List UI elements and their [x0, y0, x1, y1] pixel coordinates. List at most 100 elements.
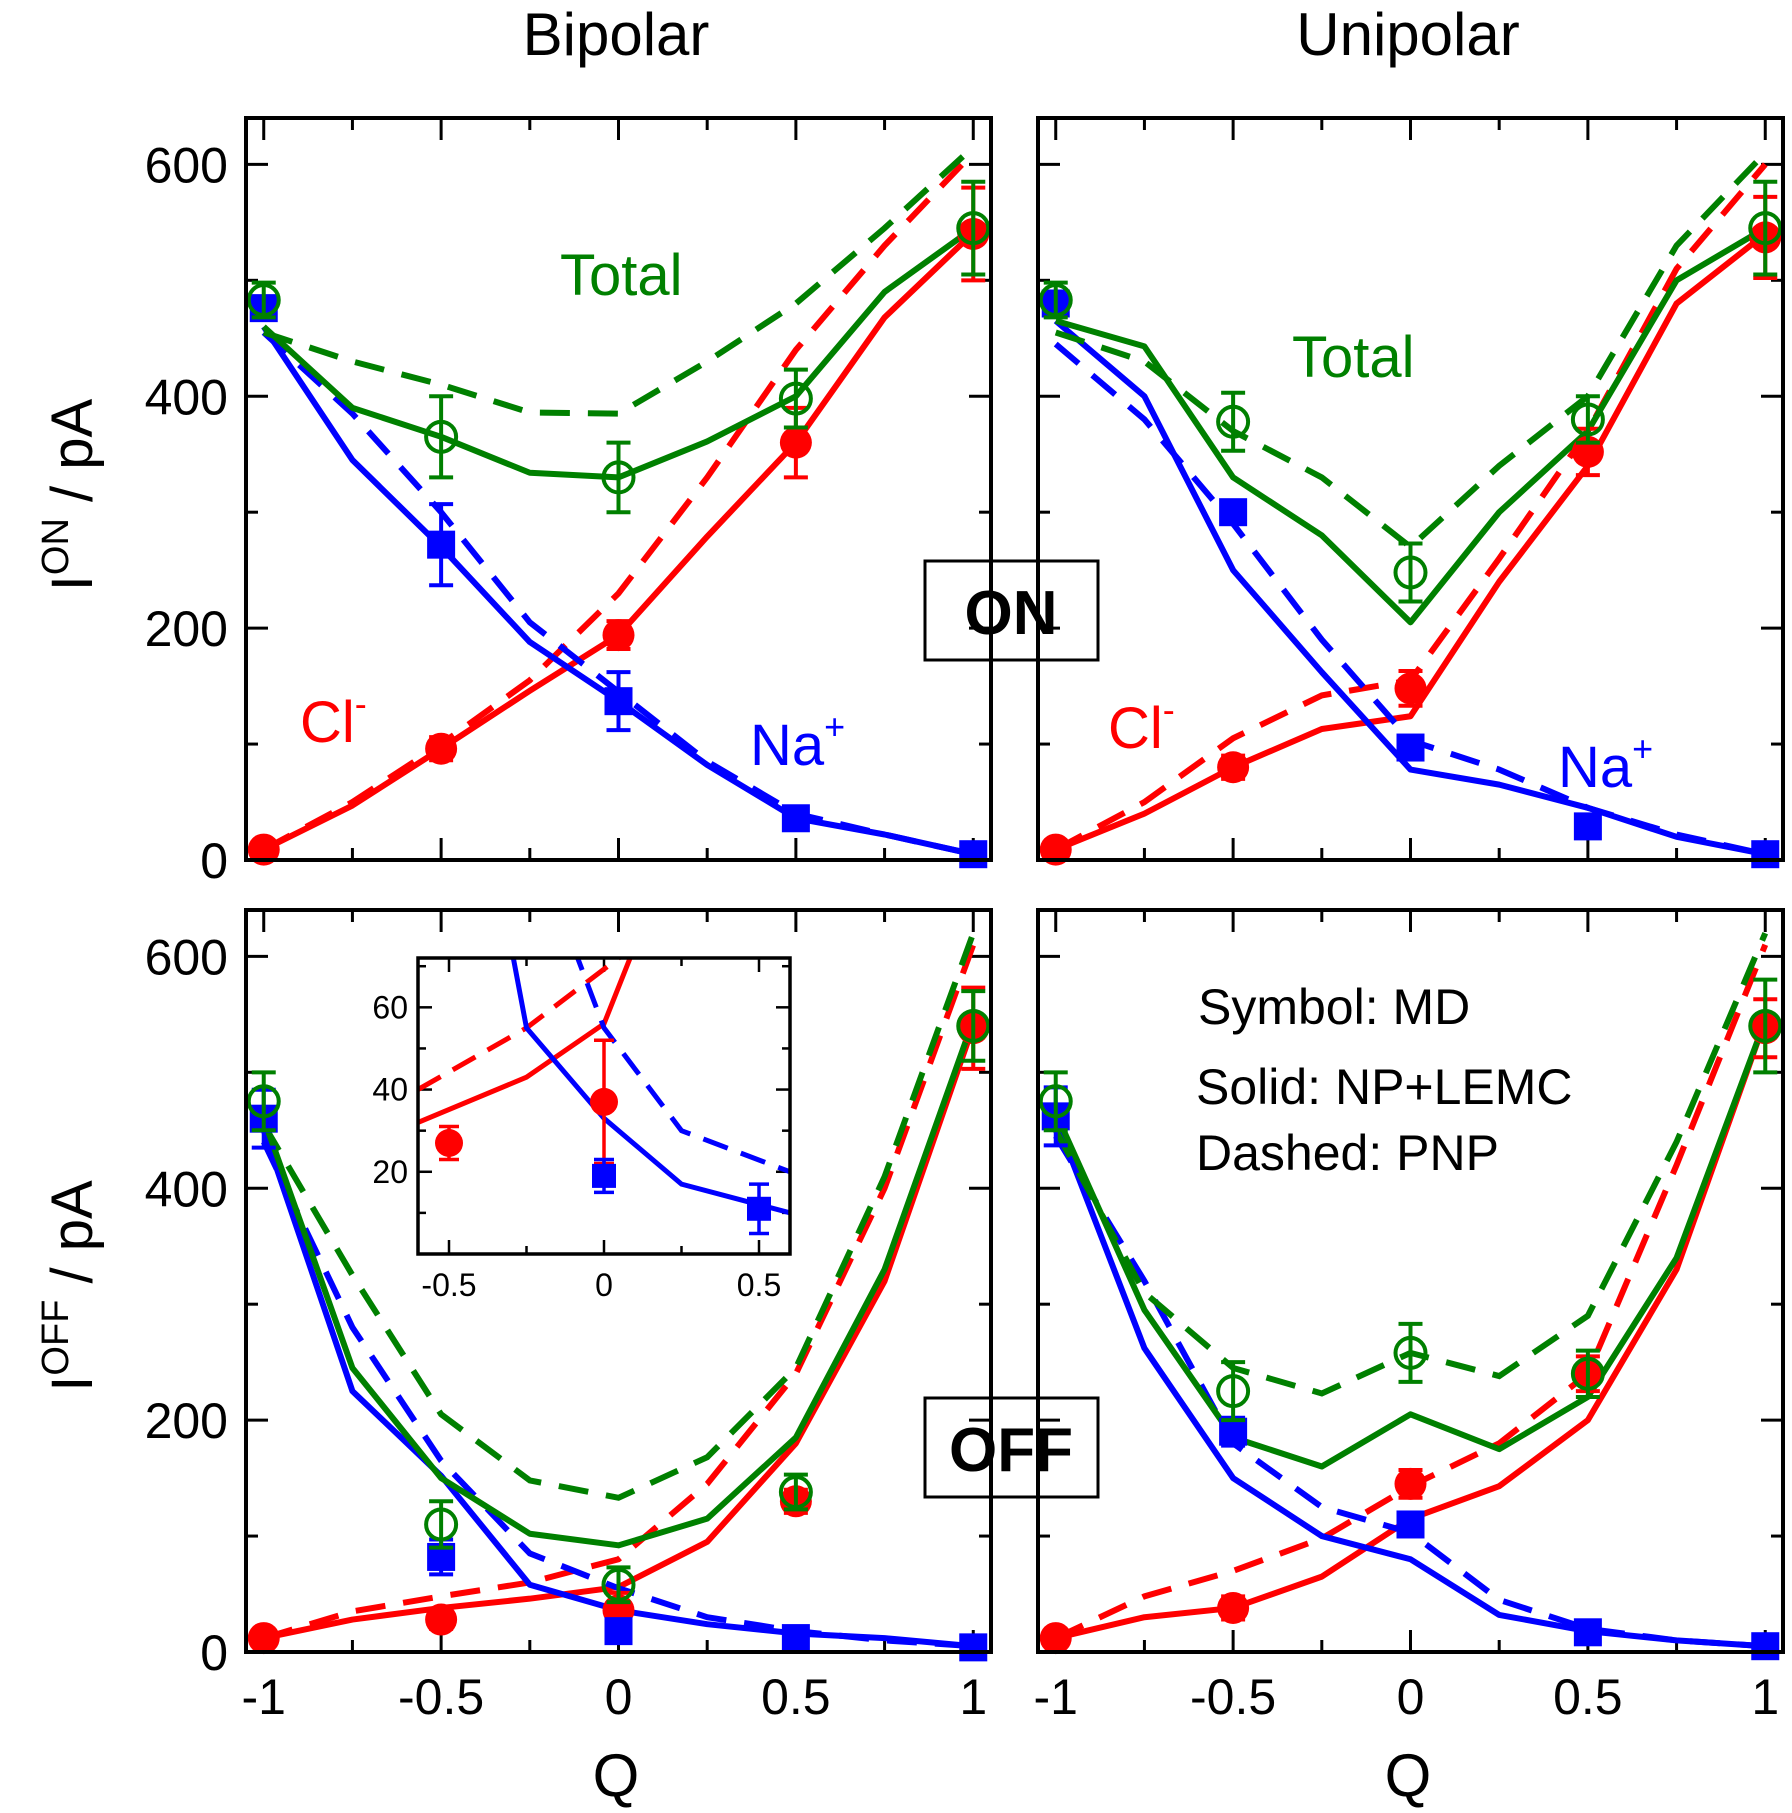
cl-md-point: [779, 426, 812, 459]
total-md-point: [1570, 402, 1605, 437]
na-md-point: [1396, 733, 1425, 762]
na-md-point: [1751, 1632, 1780, 1661]
total-md-point: [778, 1475, 813, 1510]
panel-frame-unipolar-off: [1036, 908, 1785, 1654]
y-tick-label: 0: [200, 1625, 228, 1681]
total-md-point: [424, 419, 459, 454]
on-state-box: ON: [923, 559, 1100, 662]
na-label-unipolar-base: Na: [1558, 735, 1633, 800]
na-md-point: [1396, 1510, 1425, 1539]
y-axis-label-off-sup: OFF: [35, 1300, 77, 1376]
cl-label-unipolar: Cl-: [1108, 689, 1175, 761]
cl-md-point: [1394, 1467, 1427, 1500]
total-dashed-line: [261, 932, 977, 1501]
on-state-label: ON: [965, 579, 1058, 648]
cl-md-point: [1039, 833, 1072, 866]
inset-x-tick-label: 0: [595, 1267, 613, 1303]
total-md-point: [956, 1008, 991, 1043]
inset-na-md-point: [747, 1196, 771, 1221]
cl-md-point: [1217, 751, 1250, 784]
inset-frame: [416, 956, 792, 1256]
x-tick-label: 0: [1397, 1669, 1425, 1725]
cl-solid-line: [1054, 231, 1768, 853]
total-md-point: [1748, 1008, 1783, 1043]
na-md-point: [1219, 498, 1248, 527]
na-md-point: [427, 530, 456, 559]
cl-md-point: [1217, 1591, 1250, 1624]
na-label-bipolar-sup: +: [824, 706, 845, 747]
x-tick-label: 0.5: [1553, 1669, 1623, 1725]
y-axis-label-on-rest: / pA: [40, 398, 105, 518]
x-tick-label: 1: [959, 1669, 987, 1725]
y-axis-label-on-sup: ON: [35, 518, 77, 575]
cl-md-point: [247, 1622, 280, 1655]
total-md-point: [1038, 283, 1073, 318]
cl-md-point: [1394, 672, 1427, 705]
total-dashed-line: [262, 144, 976, 417]
total-md-point: [956, 211, 991, 246]
total-label-unipolar: Total: [1292, 325, 1415, 390]
na-label-bipolar-base: Na: [750, 713, 825, 778]
panel-bipolar-on: 0 200 400 600: [145, 116, 993, 889]
inset-lines: [418, 958, 790, 1216]
cl-label-unipolar-base: Cl: [1108, 696, 1163, 761]
na-label-unipolar: Na+: [1558, 728, 1653, 800]
x-axis-label-bipolar: Q: [593, 1742, 640, 1809]
total-md-point: [1393, 1335, 1428, 1370]
na-md-point: [781, 1624, 810, 1653]
y-axis-label-off-base: I: [40, 1376, 105, 1392]
off-state-box: OFF: [923, 1396, 1100, 1499]
total-solid-line: [260, 1019, 977, 1549]
cl-label-unipolar-sup: -: [1163, 689, 1175, 730]
x-axis-label-unipolar: Q: [1385, 1742, 1432, 1809]
column-title-bipolar: Bipolar: [523, 1, 710, 68]
inset-cl-solid-line: [418, 958, 633, 1125]
inset-y-tick-label: 60: [372, 989, 408, 1025]
x-tick-label: 0.5: [761, 1669, 831, 1725]
y-tick-label: 0: [200, 833, 228, 889]
x-tick-label: 0: [605, 1669, 633, 1725]
x-tick-label: -0.5: [1190, 1669, 1276, 1725]
x-tick-label: -0.5: [398, 1669, 484, 1725]
x-tick-label: -1: [242, 1669, 286, 1725]
panel-frame-unipolar-on: [1036, 116, 1785, 862]
off-state-label: OFF: [949, 1416, 1073, 1485]
y-axis-label-on-base: I: [40, 575, 105, 591]
y-axis-label-off: IOFF / pA: [35, 1180, 105, 1392]
inset-y-tick-label: 40: [372, 1072, 408, 1108]
total-md-point: [601, 460, 636, 495]
cl-label-bipolar-base: Cl: [300, 690, 355, 755]
na-md-point: [1219, 1417, 1248, 1446]
na-md-point: [959, 840, 988, 869]
total-md-point: [246, 1084, 281, 1119]
cl-solid-line: [262, 230, 976, 853]
total-label-bipolar: Total: [560, 243, 683, 308]
y-tick-label: 600: [145, 137, 228, 193]
y-tick-label: 600: [145, 929, 228, 985]
column-title-unipolar: Unipolar: [1296, 1, 1519, 68]
na-md-point: [959, 1633, 988, 1662]
total-md-point: [601, 1567, 636, 1602]
inset-na-dashed-line: [574, 958, 790, 1175]
cl-label-bipolar-sup: -: [355, 683, 367, 724]
total-md-point: [424, 1507, 459, 1542]
inset-y-tick-label: 20: [372, 1154, 408, 1190]
cl-md-point: [1039, 1622, 1072, 1655]
total-md-point: [1216, 1374, 1251, 1409]
y-tick-label: 400: [145, 1161, 228, 1217]
total-md-point: [1393, 555, 1428, 590]
total-solid-line: [1053, 1019, 1769, 1470]
inset-plot: 20 40 60 -0.5 0 0.5: [372, 956, 792, 1303]
y-axis-label-on: ION / pA: [35, 398, 105, 591]
total-md-point: [1216, 404, 1251, 439]
na-md-point: [604, 1617, 633, 1646]
y-axis-label-off-rest: / pA: [40, 1180, 105, 1300]
y-tick-label: 200: [145, 601, 228, 657]
panel-unipolar-off: -1 -0.5 0 0.5 1: [1034, 908, 1785, 1725]
x-tick-label: -1: [1034, 1669, 1078, 1725]
inset-x-tick-label: -0.5: [421, 1267, 476, 1303]
na-label-bipolar: Na+: [750, 706, 845, 778]
legend-dashed: Dashed: PNP: [1196, 1125, 1499, 1181]
